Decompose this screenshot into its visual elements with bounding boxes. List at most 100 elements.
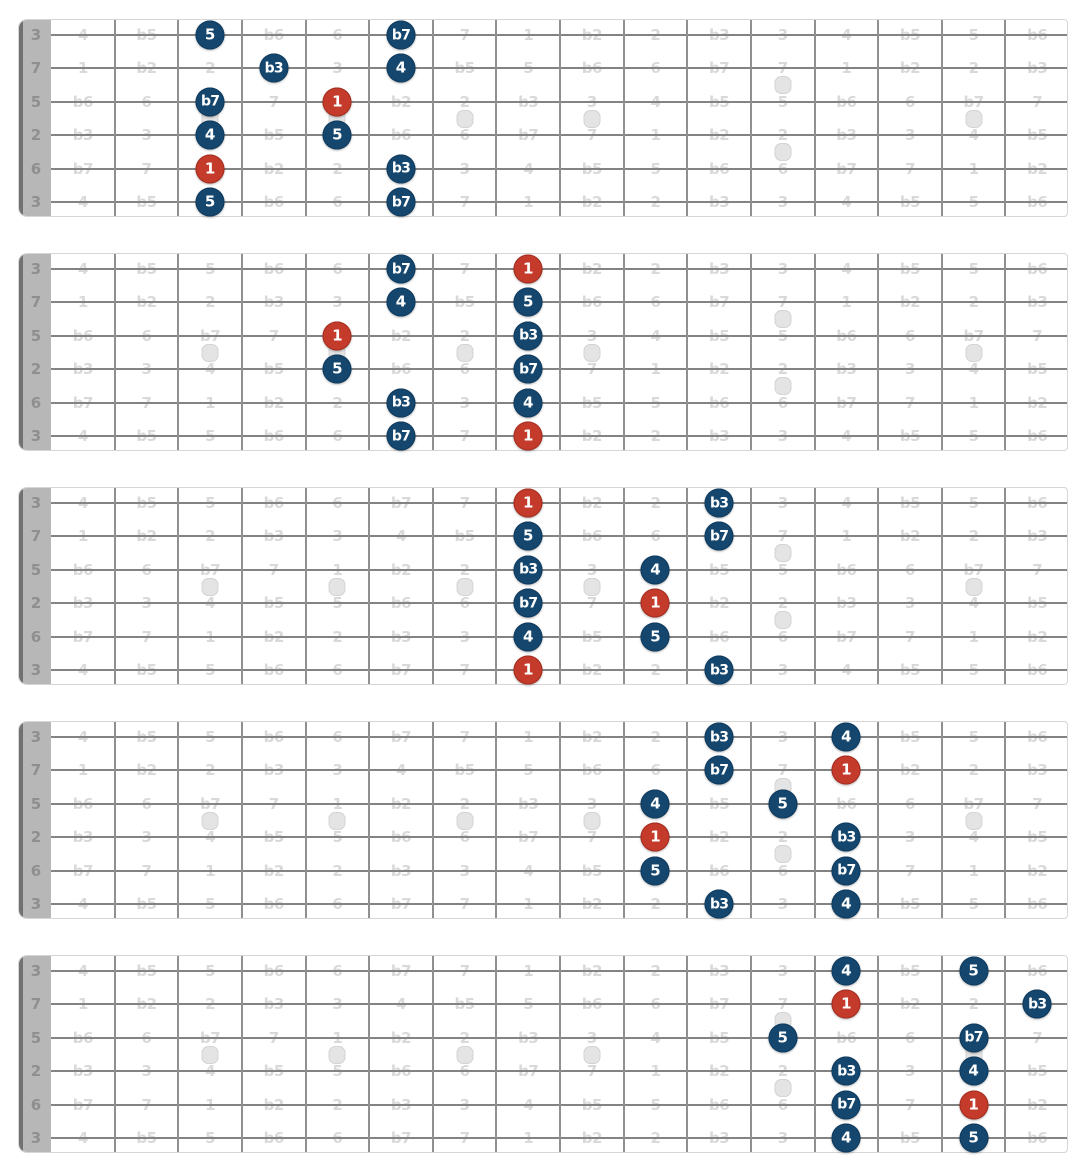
fret-marker-inlay-single	[328, 811, 346, 830]
fret-marker-inlay-single	[456, 577, 474, 596]
note-dot: 5	[513, 521, 543, 551]
nut-open-interval-label: 2	[30, 828, 42, 847]
fret-wire-10	[686, 20, 689, 216]
fret-wire-4	[304, 956, 307, 1152]
fret-marker-inlay-single	[583, 343, 601, 362]
nut-open-interval-label: 3	[30, 661, 42, 679]
note-dot: 4	[831, 889, 861, 919]
note-dot: 5	[959, 956, 989, 986]
fret-wire-1	[113, 722, 116, 918]
fretboard-pentatonic-position-5: 4b55b66b771b22b334b55b61b22b334b55b66b77…	[18, 955, 1068, 1153]
fret-wire-7	[495, 488, 498, 684]
note-dot: b7	[513, 588, 543, 618]
root-note-dot: 1	[513, 655, 543, 685]
fret-wire-5	[368, 20, 371, 216]
fret-wire-10	[686, 956, 689, 1152]
fret-marker-inlay-double-lower	[774, 844, 792, 863]
root-note-dot: 1	[640, 822, 670, 852]
nut-open-interval-label: 3	[30, 494, 42, 512]
note-dot: b3	[704, 655, 734, 685]
root-note-dot: 1	[322, 87, 352, 117]
note-dot: 4	[831, 722, 861, 752]
fret-wire-11	[749, 20, 752, 216]
fret-wire-5	[368, 956, 371, 1152]
fret-wire-9	[622, 488, 625, 684]
fret-wire-8	[559, 20, 561, 216]
note-dot: b7	[513, 354, 543, 384]
fret-wire-7	[495, 956, 498, 1152]
fretboard-pentatonic-position-2: 4b55b66b771b22b334b55b61b22b334b55b66b77…	[18, 253, 1068, 451]
fret-wire-10	[686, 488, 689, 684]
fret-wire-2	[177, 488, 180, 684]
nut-open-interval-label: 7	[30, 293, 42, 312]
fret-wire-4	[304, 20, 307, 216]
fret-marker-inlay-single	[965, 343, 983, 362]
fret-marker-inlay-single	[583, 811, 601, 830]
fret-marker-inlay-single	[965, 811, 983, 830]
note-dot: b7	[831, 856, 861, 886]
fret-wire-8	[559, 488, 561, 684]
fret-marker-inlay-single	[456, 109, 474, 128]
nut	[19, 722, 51, 918]
fret-marker-inlay-single	[583, 109, 601, 128]
fret-wire-14	[940, 722, 943, 918]
fret-marker-inlay-single	[201, 343, 219, 362]
fret-wire-13	[877, 254, 880, 450]
root-note-dot: 1	[959, 1090, 989, 1120]
note-dot: b7	[195, 87, 225, 117]
fret-marker-inlay-single	[328, 577, 346, 596]
fret-wire-15	[1004, 20, 1007, 216]
note-dot: b7	[704, 755, 734, 785]
nut-open-interval-label: 6	[30, 393, 42, 412]
nut-open-interval-label: 7	[30, 59, 42, 78]
fret-wire-6	[431, 20, 434, 216]
fret-marker-inlay-double-lower	[774, 142, 792, 161]
note-dot: b7	[831, 1090, 861, 1120]
note-dot: 4	[959, 1056, 989, 1086]
nut-open-interval-label: 3	[30, 427, 42, 445]
nut-open-interval-label: 3	[30, 26, 42, 44]
fret-marker-inlay-single	[456, 811, 474, 830]
note-dot: 4	[831, 1123, 861, 1153]
note-dot: 4	[386, 53, 416, 83]
note-dot: b7	[704, 521, 734, 551]
fret-wire-13	[877, 20, 880, 216]
nut-open-interval-label: 2	[30, 360, 42, 379]
fret-marker-inlay-double-lower	[774, 1078, 792, 1097]
root-note-dot: 1	[831, 755, 861, 785]
nut-open-interval-label: 7	[30, 527, 42, 546]
nut-open-interval-label: 5	[30, 326, 42, 345]
fret-wire-1	[113, 254, 116, 450]
note-dot: 5	[513, 287, 543, 317]
fret-wire-2	[177, 956, 180, 1152]
fret-wire-9	[622, 722, 625, 918]
fret-wire-14	[940, 956, 943, 1152]
nut-open-interval-label: 2	[30, 594, 42, 613]
fret-marker-inlay-single	[328, 1045, 346, 1064]
fret-wire-10	[686, 254, 689, 450]
note-dot: b3	[513, 321, 543, 351]
note-dot: b3	[386, 388, 416, 418]
fret-wire-2	[177, 254, 180, 450]
fret-wire-9	[622, 20, 625, 216]
note-dot: b3	[513, 555, 543, 585]
nut-open-interval-label: 3	[30, 193, 42, 211]
fret-wire-6	[431, 488, 434, 684]
fret-marker-inlay-double-upper	[774, 76, 792, 95]
fret-wire-15	[1004, 488, 1007, 684]
nut-open-interval-label: 3	[30, 895, 42, 913]
fret-wire-7	[495, 254, 498, 450]
fret-marker-inlay-single	[965, 577, 983, 596]
fret-wire-15	[1004, 722, 1007, 918]
note-dot: 5	[195, 20, 225, 50]
note-dot: b7	[386, 20, 416, 50]
fret-wire-4	[304, 722, 307, 918]
fret-marker-inlay-single	[201, 577, 219, 596]
note-dot: b3	[1022, 989, 1052, 1019]
nut	[19, 254, 51, 450]
fret-wire-14	[940, 20, 943, 216]
fret-marker-inlay-single	[456, 1045, 474, 1064]
root-note-dot: 1	[513, 254, 543, 284]
fret-wire-8	[559, 956, 561, 1152]
